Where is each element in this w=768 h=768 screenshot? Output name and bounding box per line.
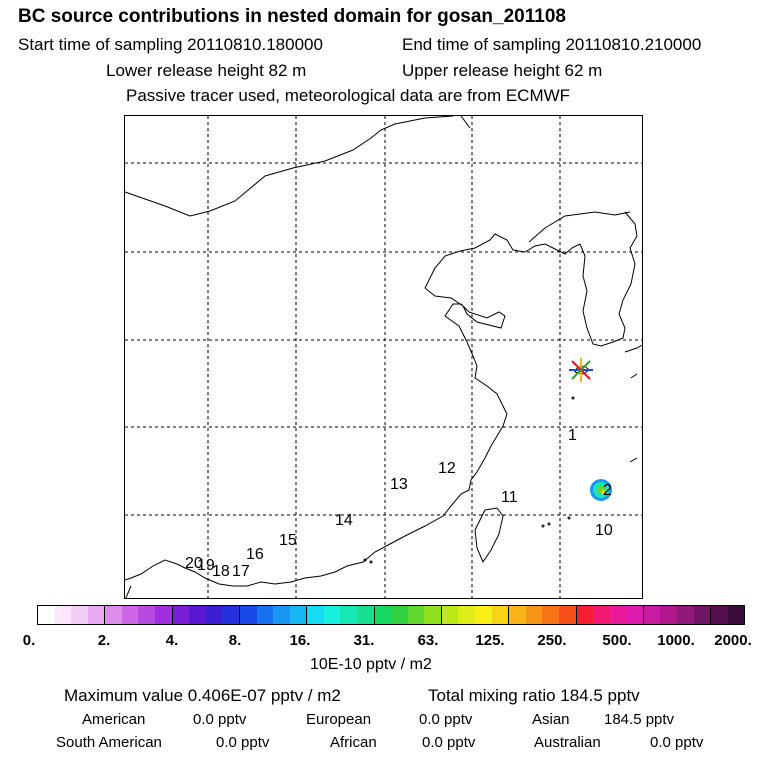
trajectory-label-15: 15 [279,532,297,549]
colorbar-swatch [509,606,526,624]
colorbar-swatch [660,606,677,624]
colorbar-swatch [711,606,728,624]
concentration-plume [590,479,612,501]
upper-release-height: Upper release height 62 m [402,61,603,80]
colorbar-swatch [71,606,88,624]
south-american-label: South American [56,734,162,751]
colorbar-tick: 125. [475,632,505,649]
colorbar-tick: 0. [22,632,36,649]
colorbar-swatch [424,606,442,624]
asian-value: 184.5 pptv [604,711,675,728]
colorbar-swatch [155,606,173,624]
start-time-label: Start time of sampling 20110810.180000 [18,35,323,54]
colorbar-swatch [105,606,122,624]
african-value: 0.0 pptv [422,734,476,751]
colorbar-swatch [307,606,324,624]
colorbar-tick: 2000. [714,632,752,649]
colorbar-swatch [273,606,290,624]
colorbar-unit: 10E-10 pptv / m2 [310,656,432,673]
maximum-value: Maximum value 0.406E-07 pptv / m2 [64,686,341,705]
colorbar-swatch [189,606,206,624]
trajectory-label-13: 13 [390,476,408,493]
colorbar-tick: 500. [602,632,632,649]
trajectory-label-11: 11 [501,489,518,506]
colorbar-swatch [205,606,223,624]
colorbar-swatch [256,606,274,624]
plot-title: BC source contributions in nested domain… [18,6,566,27]
colorbar-tick: 4. [165,632,179,649]
american-value: 0.0 pptv [193,711,247,728]
trajectory-label-18: 18 [212,563,230,580]
colorbar-swatch [593,606,610,624]
colorbar-swatch [626,606,644,624]
colorbar-swatch [54,606,72,624]
colorbar-swatch [172,606,190,624]
colorbar-swatch [374,606,392,624]
colorbar-tick: 63. [417,632,439,649]
colorbar-swatch [87,606,106,624]
trajectory-label-14: 14 [335,512,353,529]
colorbar-swatch [542,606,559,624]
colorbar [37,605,745,625]
colorbar-swatch [239,606,257,624]
colorbar-swatch [391,606,408,624]
colorbar-swatch [525,606,543,624]
colorbar-swatch [38,606,55,624]
colorbar-swatch [491,606,510,624]
colorbar-tick: 250. [537,632,567,649]
colorbar-swatch [676,606,694,624]
colorbar-tick: 16. [289,632,311,649]
colorbar-swatch [340,606,357,624]
colorbar-tick: 2. [97,632,111,649]
map-canvas [125,116,642,598]
colorbar-swatch [356,606,375,624]
african-label: African [330,734,377,751]
lat-lon-grid [125,116,642,598]
trajectory-label-16: 16 [246,546,264,563]
trajectory-label-10: 10 [595,522,613,539]
coastlines [125,116,642,598]
european-label: European [306,711,372,728]
colorbar-swatch [121,606,139,624]
end-time-label: End time of sampling 20110810.210000 [402,35,702,54]
trajectory-label-19: 19 [197,557,215,574]
tracer-info: Passive tracer used, meteorological data… [126,86,571,105]
colorbar-swatch [558,606,577,624]
colorbar-tick: 31. [353,632,375,649]
south-american-value: 0.0 pptv [216,734,270,751]
asian-label: Asian [532,711,570,728]
trajectory-label-1: 1 [568,427,577,444]
colorbar-swatch [289,606,308,624]
european-value: 0.0 pptv [419,711,473,728]
colorbar-swatch [458,606,476,624]
map-panel: 1 2 10 11 12 13 14 15 16 17 18 19 20 [124,115,643,599]
colorbar-swatch [138,606,156,624]
colorbar-swatch [475,606,492,624]
star-icon [569,358,593,382]
colorbar-swatch [609,606,627,624]
colorbar-swatch [441,606,459,624]
colorbar-swatch [693,606,712,624]
australian-label: Australian [534,734,601,751]
trajectory-label-12: 12 [438,460,456,477]
colorbar-tick: 1000. [657,632,695,649]
colorbar-swatch [222,606,240,624]
colorbar-swatch [576,606,594,624]
australian-value: 0.0 pptv [650,734,704,751]
colorbar-tick: 8. [228,632,242,649]
trajectory-label-2: 2 [603,482,612,499]
colorbar-swatch [727,606,745,624]
lower-release-height: Lower release height 82 m [106,61,307,80]
trajectory-label-17: 17 [232,563,250,580]
american-label: American [82,711,146,728]
trajectory-label-20: 20 [185,555,203,572]
colorbar-swatch [407,606,425,624]
colorbar-swatch [323,606,341,624]
colorbar-swatch [643,606,661,624]
total-mixing-ratio: Total mixing ratio 184.5 pptv [428,686,640,705]
